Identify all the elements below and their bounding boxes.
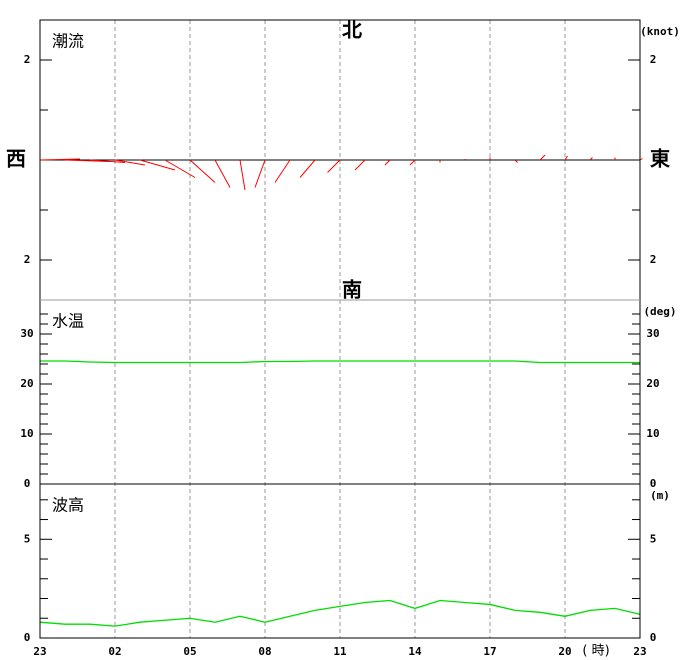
y-tick-label: 0 <box>24 631 31 644</box>
data-line <box>39 599 641 627</box>
current-vector <box>39 158 81 161</box>
unit-label: (deg) <box>643 305 676 318</box>
x-unit-label: ( 時) <box>582 644 609 659</box>
current-vector <box>299 159 316 178</box>
y-tick-label: 20 <box>20 377 33 390</box>
current-vector <box>239 159 246 191</box>
panel-title: 波高 <box>52 496 84 515</box>
x-tick-label: 14 <box>408 645 422 658</box>
x-tick-label: 20 <box>558 645 571 658</box>
y-tick-label: 30 <box>646 327 659 340</box>
current-vector <box>214 159 231 188</box>
y-tick-label: 2 <box>24 53 31 66</box>
current-vector <box>274 159 291 183</box>
y-tick-label: 0 <box>24 477 31 490</box>
current-vector <box>327 159 341 173</box>
panel-title: 水温 <box>52 312 84 331</box>
unit-label: (m) <box>650 489 670 502</box>
y-tick-label: 10 <box>20 427 33 440</box>
east-label: 東 <box>650 147 670 171</box>
current-vector <box>514 159 518 163</box>
x-tick-label: 17 <box>483 645 496 658</box>
panel-frame <box>39 483 641 639</box>
x-tick-label: 08 <box>258 645 271 658</box>
current-vector <box>164 159 196 178</box>
current-vector <box>189 159 216 183</box>
west-label: 西 <box>6 147 26 171</box>
unit-label: (knot) <box>640 25 680 38</box>
y-tick-label: 2 <box>650 253 657 266</box>
data-line <box>40 360 640 364</box>
current-vector <box>139 159 176 171</box>
x-tick-label: 23 <box>33 645 46 658</box>
x-tick-label: 23 <box>633 645 646 658</box>
current-vector <box>89 159 126 163</box>
current-vector <box>384 159 391 166</box>
y-tick-label: 30 <box>20 327 33 340</box>
y-tick-label: 0 <box>650 631 657 644</box>
y-tick-label: 10 <box>646 427 659 440</box>
south-label: 南 <box>342 278 362 302</box>
y-tick-label: 2 <box>24 253 31 266</box>
y-tick-label: 20 <box>646 377 659 390</box>
current-vector <box>409 159 416 166</box>
x-tick-label: 02 <box>108 645 121 658</box>
panel-title: 潮流 <box>52 32 84 51</box>
current-vector <box>114 159 146 166</box>
y-tick-label: 5 <box>650 532 657 545</box>
y-tick-label: 5 <box>24 532 31 545</box>
x-tick-label: 05 <box>183 645 196 658</box>
current-vector <box>564 155 568 161</box>
north-label: 北 <box>342 18 362 42</box>
y-tick-label: 0 <box>650 477 657 490</box>
current-vector <box>589 157 593 161</box>
y-tick-label: 2 <box>650 53 657 66</box>
current-vector <box>539 154 546 161</box>
current-vector <box>254 159 266 188</box>
current-vector <box>354 159 366 171</box>
x-tick-label: 11 <box>333 645 347 658</box>
